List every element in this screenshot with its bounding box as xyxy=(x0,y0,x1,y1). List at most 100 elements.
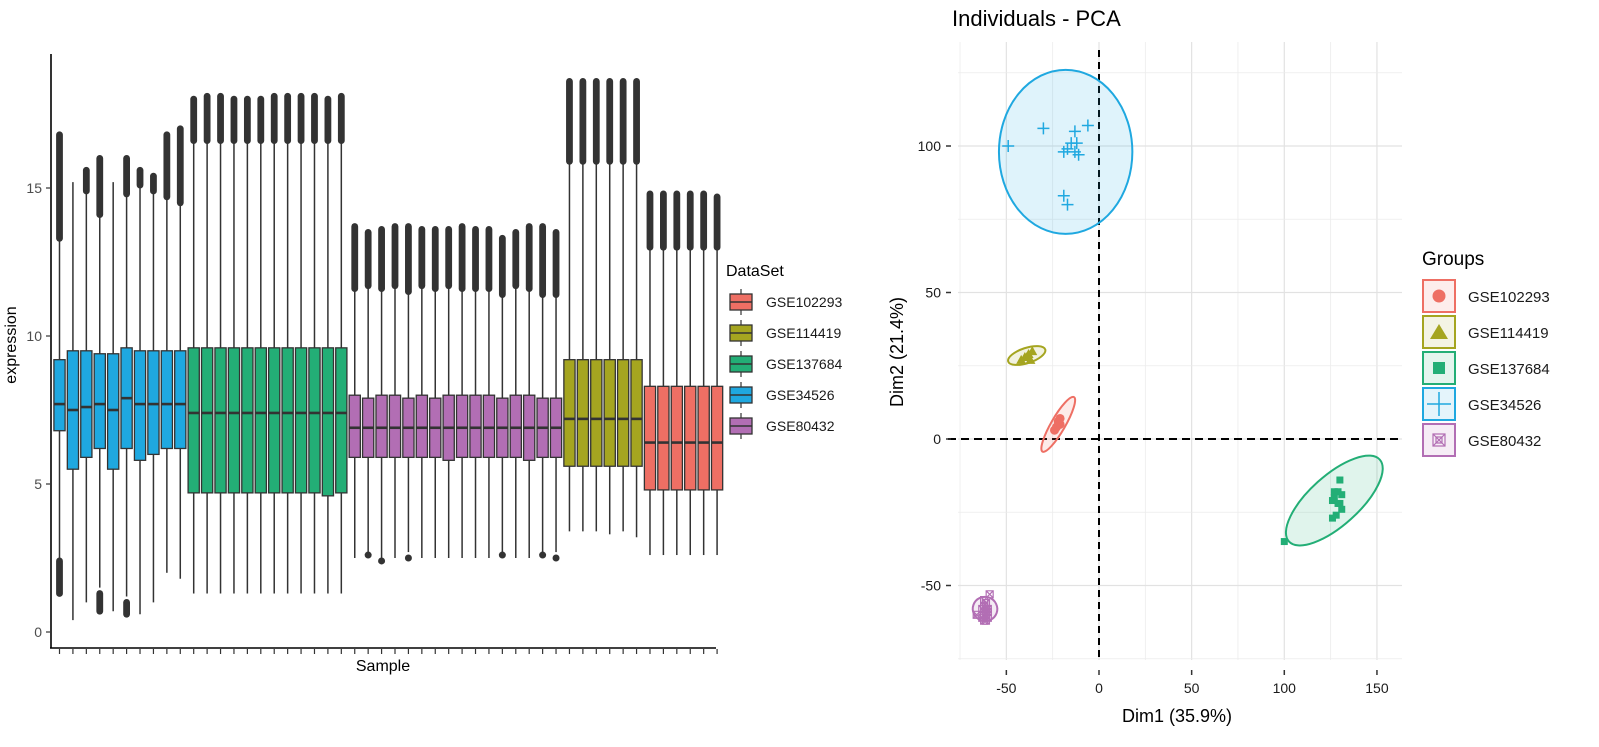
box-sample xyxy=(80,166,93,603)
outlier-cluster-upper xyxy=(431,226,439,293)
point-triangle xyxy=(1019,351,1030,361)
outlier-cluster-upper xyxy=(619,78,627,165)
x-tick-label: 0 xyxy=(1095,680,1103,696)
box xyxy=(267,347,281,494)
box xyxy=(93,353,107,450)
box xyxy=(683,385,697,491)
outlier-cluster-upper xyxy=(539,223,547,298)
confidence-ellipse xyxy=(997,68,1134,235)
outlier-cluster-upper xyxy=(552,229,560,298)
confidence-ellipse xyxy=(1284,454,1384,547)
outlier-cluster-upper xyxy=(176,125,184,207)
confidence-ellipse xyxy=(971,595,999,623)
y-tick-label: 0 xyxy=(933,431,941,447)
point-boxed-x xyxy=(980,610,989,619)
legend-item: GSE114419 xyxy=(729,320,841,346)
box-sample xyxy=(187,95,200,594)
box xyxy=(590,359,603,467)
box xyxy=(187,347,200,494)
box xyxy=(563,359,576,467)
box-sample xyxy=(241,95,254,594)
legend-label: GSE34526 xyxy=(766,387,835,403)
legend-title: DataSet xyxy=(726,263,784,280)
box-sample xyxy=(375,226,388,565)
outlier-cluster-lower xyxy=(96,590,104,615)
outlier-cluster-upper xyxy=(646,190,654,251)
box xyxy=(415,394,429,459)
x-tick-label: 150 xyxy=(1365,680,1389,696)
point-square xyxy=(1330,488,1338,496)
y-tick-label: 50 xyxy=(925,285,941,301)
y-tick-label: 15 xyxy=(26,180,42,196)
outlier-cluster-upper xyxy=(445,226,453,290)
box xyxy=(482,394,496,459)
outlier-cluster-upper xyxy=(660,190,667,251)
outlier-cluster-upper xyxy=(257,95,265,145)
box xyxy=(227,347,241,494)
point-circle xyxy=(1050,425,1060,435)
outlier-point xyxy=(364,551,372,559)
y-ticks: 0 5 10 15 xyxy=(26,180,51,640)
point-circle xyxy=(1051,422,1061,432)
legend-label: GSE114419 xyxy=(1468,325,1549,342)
box-sample xyxy=(294,92,308,594)
box-sample xyxy=(321,95,335,594)
legend-item: GSE102293 xyxy=(729,289,842,315)
box-sample xyxy=(200,92,214,594)
point-square xyxy=(1334,499,1342,507)
box xyxy=(710,385,724,491)
box xyxy=(576,359,590,467)
point-plus xyxy=(1061,142,1074,155)
point-square xyxy=(1336,499,1344,507)
box xyxy=(160,350,174,450)
box xyxy=(643,385,657,491)
outlier-cluster-upper xyxy=(498,234,506,298)
box-sample xyxy=(335,92,348,594)
outlier-cluster-upper xyxy=(673,190,681,251)
point-plus xyxy=(1057,189,1070,202)
point-boxed-x xyxy=(980,616,989,625)
outlier-cluster-upper xyxy=(378,226,385,293)
point-plus xyxy=(1061,198,1074,211)
box xyxy=(254,347,268,494)
outlier-cluster-upper xyxy=(163,131,171,201)
point-square xyxy=(1280,538,1288,546)
point-boxed-x xyxy=(981,616,991,625)
box xyxy=(106,353,120,470)
x-tick-label: -50 xyxy=(996,680,1016,696)
point-plus xyxy=(1070,137,1083,150)
outlier-cluster-upper xyxy=(324,95,332,145)
box xyxy=(281,347,294,494)
outlier-point xyxy=(378,557,386,565)
box xyxy=(670,385,684,491)
box-sample xyxy=(66,182,80,621)
x-axis-label: Sample xyxy=(356,658,410,675)
box xyxy=(455,394,469,459)
box xyxy=(335,347,348,494)
box-sample xyxy=(281,92,294,594)
point-boxed-x xyxy=(983,607,992,616)
box-sample xyxy=(402,223,415,562)
box-sample xyxy=(683,190,697,556)
point-square xyxy=(1334,488,1342,496)
legend-key xyxy=(1422,387,1456,421)
point-square xyxy=(1336,476,1344,484)
outlier-cluster-upper xyxy=(579,78,587,165)
outlier-cluster-upper xyxy=(418,226,426,290)
point-boxed-x xyxy=(980,596,989,605)
reference-lines xyxy=(948,50,1402,660)
box-sample xyxy=(509,229,523,558)
outlier-cluster-lower xyxy=(56,557,63,597)
box-sample xyxy=(174,125,187,579)
legend-key xyxy=(1422,279,1456,313)
box-sample xyxy=(160,131,174,573)
x-ticks: -50 0 50 100 150 xyxy=(996,670,1389,696)
box-sample xyxy=(415,226,429,558)
outlier-cluster-upper xyxy=(123,155,130,198)
outlier-cluster-upper xyxy=(230,95,238,145)
legend-symbol-plus xyxy=(1427,392,1451,416)
point-square xyxy=(1328,514,1336,522)
point-triangle xyxy=(1027,346,1038,356)
box-sample xyxy=(563,78,576,532)
legend-item: GSE102293 xyxy=(1422,279,1550,313)
